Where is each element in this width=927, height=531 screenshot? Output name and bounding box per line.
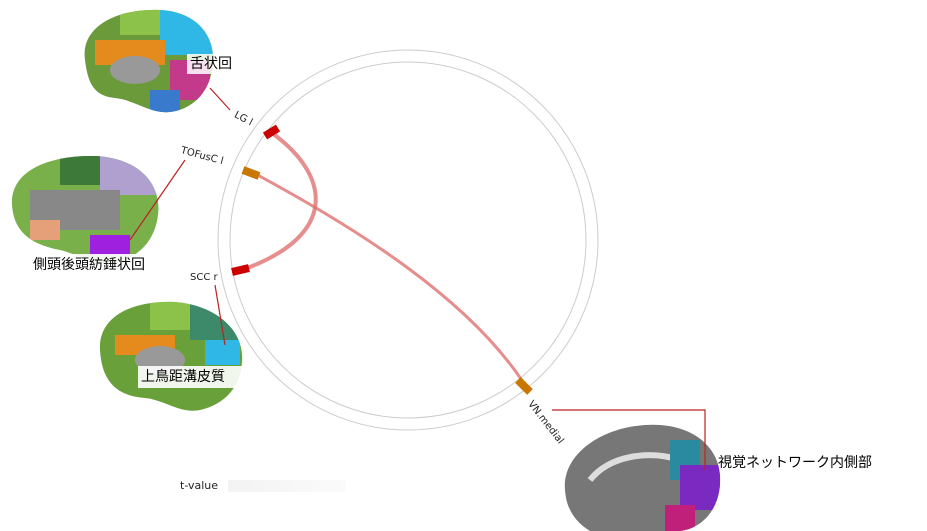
- node-label: VN.medial: [525, 399, 565, 446]
- node-label: LG l: [232, 110, 254, 129]
- node-segment: [241, 166, 261, 180]
- leader-line: [552, 409, 706, 470]
- node-segment: [515, 377, 533, 395]
- connection: [251, 170, 527, 386]
- region-name: 舌状回: [190, 56, 232, 72]
- region-name: 側頭後頭紡錘状回: [33, 256, 145, 273]
- region-name: 視覚ネットワーク内側部: [718, 455, 872, 471]
- region-name: 上鳥距溝皮質: [141, 369, 225, 385]
- inner-ring: [229, 61, 587, 419]
- node-segment: [262, 124, 281, 140]
- legend-title: t-value: [180, 479, 218, 492]
- brain-image: [564, 424, 721, 531]
- leader-line: [129, 159, 186, 241]
- outer-ring: [217, 49, 599, 431]
- leader-line: [209, 87, 231, 111]
- connection: [241, 131, 318, 272]
- node-segment: [231, 264, 250, 276]
- brain-image: [99, 301, 243, 411]
- node-label: TOFusC l: [178, 145, 224, 167]
- node-label: SCC r: [190, 272, 218, 283]
- leader-line: [214, 284, 226, 346]
- brain-image: [11, 155, 159, 264]
- legend-gradient: [228, 480, 346, 492]
